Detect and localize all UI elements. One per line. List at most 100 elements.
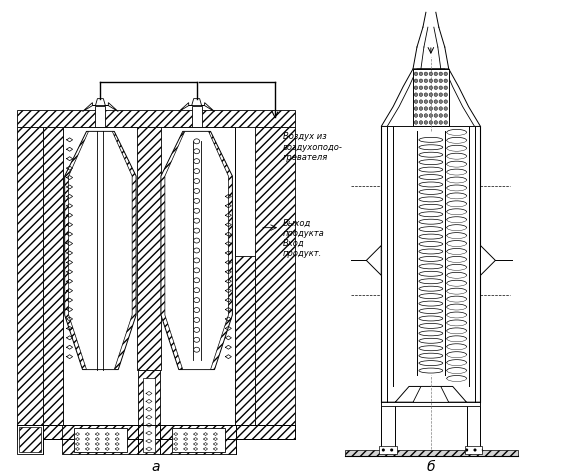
Circle shape bbox=[424, 115, 428, 118]
Bar bbox=[61, 425, 138, 454]
Ellipse shape bbox=[419, 138, 443, 143]
Ellipse shape bbox=[419, 331, 443, 336]
Circle shape bbox=[439, 108, 443, 111]
Ellipse shape bbox=[419, 287, 443, 292]
Ellipse shape bbox=[419, 338, 443, 344]
Polygon shape bbox=[367, 246, 381, 276]
Bar bbox=[469, 127, 474, 387]
Ellipse shape bbox=[419, 160, 443, 165]
Circle shape bbox=[439, 115, 443, 118]
Bar bbox=[465, 446, 482, 454]
Circle shape bbox=[444, 115, 448, 118]
Ellipse shape bbox=[419, 317, 443, 321]
Polygon shape bbox=[187, 99, 206, 106]
Ellipse shape bbox=[419, 212, 443, 217]
Circle shape bbox=[424, 94, 428, 97]
Ellipse shape bbox=[419, 168, 443, 173]
Circle shape bbox=[419, 94, 423, 97]
Bar bbox=[381, 403, 395, 450]
Ellipse shape bbox=[193, 327, 200, 333]
Ellipse shape bbox=[193, 189, 200, 194]
Circle shape bbox=[434, 115, 438, 118]
Ellipse shape bbox=[419, 264, 443, 269]
Circle shape bbox=[414, 100, 418, 104]
Circle shape bbox=[439, 100, 443, 104]
Ellipse shape bbox=[193, 159, 200, 164]
Circle shape bbox=[429, 100, 433, 104]
Circle shape bbox=[444, 100, 448, 104]
Text: Вход
продукт.: Вход продукт. bbox=[283, 238, 322, 258]
Ellipse shape bbox=[419, 175, 443, 180]
Circle shape bbox=[439, 73, 443, 77]
Polygon shape bbox=[205, 103, 214, 112]
Bar bbox=[43, 128, 63, 425]
Ellipse shape bbox=[193, 238, 200, 244]
Circle shape bbox=[424, 108, 428, 111]
Bar bbox=[379, 446, 397, 454]
Ellipse shape bbox=[193, 268, 200, 273]
Circle shape bbox=[429, 80, 433, 83]
Circle shape bbox=[429, 121, 433, 125]
Polygon shape bbox=[481, 246, 495, 276]
Text: Воздух из
воздухоподо-
гревателя: Воздух из воздухоподо- гревателя bbox=[283, 132, 343, 162]
Circle shape bbox=[434, 100, 438, 104]
Circle shape bbox=[444, 108, 448, 111]
Ellipse shape bbox=[193, 308, 200, 313]
Ellipse shape bbox=[193, 248, 200, 253]
Ellipse shape bbox=[193, 209, 200, 214]
Bar bbox=[235, 257, 255, 425]
Circle shape bbox=[414, 115, 418, 118]
Ellipse shape bbox=[193, 258, 200, 263]
Ellipse shape bbox=[193, 318, 200, 323]
Ellipse shape bbox=[419, 279, 443, 284]
Circle shape bbox=[424, 80, 428, 83]
Circle shape bbox=[419, 108, 423, 111]
Bar bbox=[143, 378, 155, 452]
Bar bbox=[17, 128, 43, 425]
Bar bbox=[466, 403, 481, 450]
Bar bbox=[255, 128, 295, 425]
Ellipse shape bbox=[419, 205, 443, 210]
Circle shape bbox=[424, 87, 428, 90]
Circle shape bbox=[429, 115, 433, 118]
Polygon shape bbox=[179, 103, 189, 112]
Ellipse shape bbox=[419, 227, 443, 232]
Circle shape bbox=[414, 121, 418, 125]
Ellipse shape bbox=[193, 337, 200, 343]
Polygon shape bbox=[69, 132, 132, 370]
Ellipse shape bbox=[419, 272, 443, 277]
Text: б: б bbox=[426, 459, 435, 473]
Bar bbox=[138, 370, 160, 454]
Bar bbox=[160, 425, 236, 454]
Polygon shape bbox=[387, 69, 474, 127]
Ellipse shape bbox=[193, 199, 200, 204]
Bar bbox=[17, 425, 295, 439]
Bar bbox=[345, 450, 518, 456]
Bar bbox=[73, 428, 127, 452]
Ellipse shape bbox=[419, 249, 443, 254]
Circle shape bbox=[424, 100, 428, 104]
Polygon shape bbox=[82, 103, 92, 112]
Circle shape bbox=[429, 87, 433, 90]
Bar bbox=[17, 110, 295, 128]
Circle shape bbox=[439, 94, 443, 97]
Polygon shape bbox=[381, 69, 481, 127]
Ellipse shape bbox=[419, 368, 443, 373]
Circle shape bbox=[419, 100, 423, 104]
Circle shape bbox=[434, 121, 438, 125]
Ellipse shape bbox=[419, 220, 443, 225]
Circle shape bbox=[439, 121, 443, 125]
Bar bbox=[17, 425, 43, 454]
Ellipse shape bbox=[419, 309, 443, 314]
Ellipse shape bbox=[193, 228, 200, 234]
Ellipse shape bbox=[193, 149, 200, 154]
Ellipse shape bbox=[419, 361, 443, 366]
Circle shape bbox=[434, 87, 438, 90]
Circle shape bbox=[444, 87, 448, 90]
Ellipse shape bbox=[193, 179, 200, 184]
Circle shape bbox=[434, 108, 438, 111]
Circle shape bbox=[419, 121, 423, 125]
Circle shape bbox=[444, 73, 448, 77]
Circle shape bbox=[444, 80, 448, 83]
Ellipse shape bbox=[193, 219, 200, 224]
